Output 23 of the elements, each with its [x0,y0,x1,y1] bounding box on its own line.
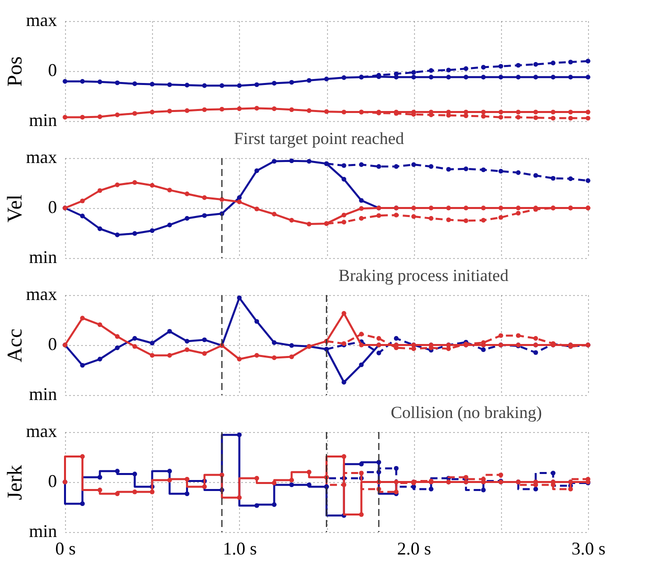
x-tick-label: 1.0 s [222,538,257,558]
text: min [28,521,57,541]
text: max [26,147,57,167]
ref-line-label: Collision (no braking) [390,403,542,422]
x-tick-label: 0 s [55,538,76,558]
y-axis-title: Acc [2,328,26,362]
ref-line-label: First target point reached [234,129,405,148]
text: max [26,421,57,441]
text: max [26,284,57,304]
x-tick-label: 3.0 s [571,538,606,558]
text: 0 [48,334,57,354]
y-axis-title: Vel [2,194,26,222]
y-axis-title: Jerk [2,464,26,500]
ref-line-label: Braking process initiated [338,266,509,285]
text: max [26,10,57,30]
text: 0 [48,471,57,491]
text: min [28,110,57,130]
text: min [28,247,57,267]
y-axis-title: Pos [2,56,26,87]
text: min [28,384,57,404]
text: 0 [48,60,57,80]
x-tick-label: 2.0 s [397,538,432,558]
text: 0 [48,197,57,217]
